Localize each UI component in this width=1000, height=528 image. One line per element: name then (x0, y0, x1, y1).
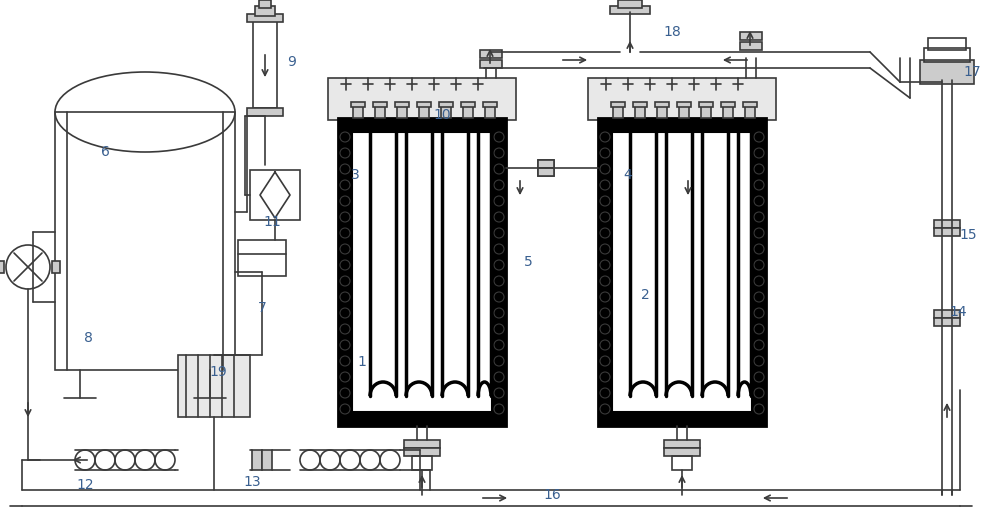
Bar (353, 106, 363, 118)
Bar (613, 106, 623, 118)
Bar (740, 42, 762, 50)
Bar (373, 102, 387, 107)
Bar (255, 6, 275, 16)
Polygon shape (612, 132, 752, 412)
Bar (721, 102, 735, 107)
Bar (483, 102, 497, 107)
Bar (723, 106, 733, 118)
Bar (928, 38, 966, 50)
Text: 7: 7 (258, 301, 266, 315)
Bar (461, 102, 475, 107)
Bar (328, 78, 516, 120)
Bar (463, 106, 473, 118)
Text: 5: 5 (524, 255, 532, 269)
Bar (485, 106, 495, 118)
Text: 15: 15 (959, 228, 977, 242)
Bar (657, 106, 667, 118)
Bar (672, 456, 692, 470)
Polygon shape (338, 118, 506, 426)
Text: 14: 14 (949, 305, 967, 319)
Text: 12: 12 (76, 478, 94, 492)
Text: 4: 4 (624, 168, 632, 182)
Bar (924, 48, 970, 62)
Bar (538, 160, 554, 168)
Text: 3: 3 (351, 168, 359, 182)
Text: 13: 13 (243, 475, 261, 489)
Bar (538, 168, 554, 176)
Bar (480, 50, 502, 58)
Bar (375, 106, 385, 118)
Bar (178, 355, 250, 417)
Bar (538, 160, 554, 168)
Bar (618, 0, 642, 8)
Bar (610, 6, 650, 14)
Bar (699, 102, 713, 107)
Bar (664, 448, 700, 456)
Bar (745, 106, 755, 118)
Bar (419, 106, 429, 118)
Bar (250, 170, 300, 220)
Bar (655, 102, 669, 107)
Text: 16: 16 (543, 488, 561, 502)
Polygon shape (352, 132, 492, 412)
Bar (247, 108, 283, 116)
Bar (934, 310, 960, 318)
Bar (259, 0, 271, 8)
Bar (0, 261, 4, 273)
Bar (441, 106, 451, 118)
Bar (740, 32, 762, 40)
Text: 6: 6 (101, 145, 109, 159)
Bar (701, 106, 711, 118)
Text: 19: 19 (209, 365, 227, 379)
Bar (351, 102, 365, 107)
Text: 1: 1 (358, 355, 366, 369)
Text: 11: 11 (263, 215, 281, 229)
Bar (52, 261, 60, 273)
Bar (677, 102, 691, 107)
Bar (404, 448, 440, 456)
Bar (404, 440, 440, 448)
Text: 18: 18 (663, 25, 681, 39)
Bar (934, 318, 960, 326)
Text: 9: 9 (288, 55, 296, 69)
Text: 2: 2 (641, 288, 649, 302)
Bar (664, 440, 700, 448)
Text: 17: 17 (963, 65, 981, 79)
Bar (633, 102, 647, 107)
Bar (247, 14, 283, 22)
Bar (743, 102, 757, 107)
Bar (395, 102, 409, 107)
Bar (262, 450, 272, 470)
Bar (253, 18, 277, 108)
Bar (480, 60, 502, 68)
Bar (934, 220, 960, 228)
Bar (412, 456, 432, 470)
Bar (238, 240, 286, 276)
Polygon shape (598, 118, 766, 426)
Bar (55, 112, 235, 370)
Bar (417, 102, 431, 107)
Bar (439, 102, 453, 107)
Text: 8: 8 (84, 331, 92, 345)
Text: 10: 10 (433, 108, 451, 122)
Bar (252, 450, 262, 470)
Bar (397, 106, 407, 118)
Bar (538, 168, 554, 176)
Bar (611, 102, 625, 107)
Bar (635, 106, 645, 118)
Bar (920, 60, 974, 84)
Bar (679, 106, 689, 118)
Bar (588, 78, 776, 120)
Bar (934, 228, 960, 236)
